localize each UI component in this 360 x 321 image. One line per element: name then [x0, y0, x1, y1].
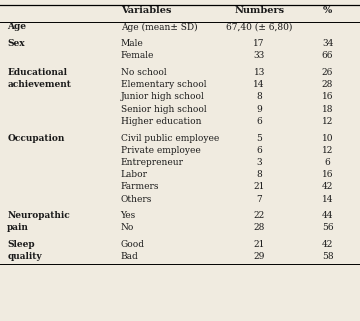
Text: 42: 42 [322, 240, 333, 249]
Text: Senior high school: Senior high school [121, 105, 206, 114]
Text: Neuropathic: Neuropathic [7, 211, 70, 220]
Text: 56: 56 [322, 223, 333, 232]
Text: 28: 28 [322, 80, 333, 89]
Text: 14: 14 [322, 195, 333, 204]
Text: Private employee: Private employee [121, 146, 201, 155]
Text: Sleep: Sleep [7, 240, 35, 249]
Text: Yes: Yes [121, 211, 136, 220]
Text: 13: 13 [253, 68, 265, 77]
Text: 3: 3 [256, 158, 262, 167]
Text: No school: No school [121, 68, 166, 77]
Text: Occupation: Occupation [7, 134, 64, 143]
Text: 6: 6 [256, 117, 262, 126]
Text: 44: 44 [322, 211, 333, 220]
Text: Elementary school: Elementary school [121, 80, 206, 89]
Text: 12: 12 [322, 117, 333, 126]
Text: Bad: Bad [121, 252, 138, 261]
Text: Farmers: Farmers [121, 182, 159, 191]
Text: Educational: Educational [7, 68, 67, 77]
Text: Higher education: Higher education [121, 117, 201, 126]
Text: 8: 8 [256, 170, 262, 179]
Text: 16: 16 [322, 92, 333, 101]
Text: pain: pain [7, 223, 29, 232]
Text: 58: 58 [322, 252, 333, 261]
Text: 16: 16 [322, 170, 333, 179]
Text: 26: 26 [322, 68, 333, 77]
Text: Others: Others [121, 195, 152, 204]
Text: 8: 8 [256, 92, 262, 101]
Text: 66: 66 [322, 51, 333, 60]
Text: 7: 7 [256, 195, 262, 204]
Text: achievement: achievement [7, 80, 71, 89]
Text: 9: 9 [256, 105, 262, 114]
Text: 12: 12 [322, 146, 333, 155]
Text: 67,40 (± 6,80): 67,40 (± 6,80) [226, 22, 292, 31]
Text: No: No [121, 223, 134, 232]
Text: Variables: Variables [121, 6, 171, 15]
Text: 18: 18 [322, 105, 333, 114]
Text: Civil public employee: Civil public employee [121, 134, 219, 143]
Text: 42: 42 [322, 182, 333, 191]
Text: Labor: Labor [121, 170, 148, 179]
Text: 33: 33 [253, 51, 265, 60]
Text: 21: 21 [253, 182, 265, 191]
Text: Numbers: Numbers [234, 6, 284, 15]
Text: Junior high school: Junior high school [121, 92, 204, 101]
Text: 21: 21 [253, 240, 265, 249]
Text: 6: 6 [256, 146, 262, 155]
Text: Age (mean± SD): Age (mean± SD) [121, 22, 197, 31]
Text: quality: quality [7, 252, 42, 261]
Text: 17: 17 [253, 39, 265, 48]
Text: Male: Male [121, 39, 143, 48]
Text: Female: Female [121, 51, 154, 60]
Text: 14: 14 [253, 80, 265, 89]
Text: 28: 28 [253, 223, 265, 232]
Text: Good: Good [121, 240, 145, 249]
Text: 5: 5 [256, 134, 262, 143]
Text: 29: 29 [253, 252, 265, 261]
Text: Entrepreneur: Entrepreneur [121, 158, 184, 167]
Text: 34: 34 [322, 39, 333, 48]
Text: Age: Age [7, 22, 26, 31]
Text: 10: 10 [322, 134, 333, 143]
Text: Sex: Sex [7, 39, 25, 48]
Text: 22: 22 [253, 211, 265, 220]
Text: %: % [323, 6, 332, 15]
Text: 6: 6 [325, 158, 330, 167]
